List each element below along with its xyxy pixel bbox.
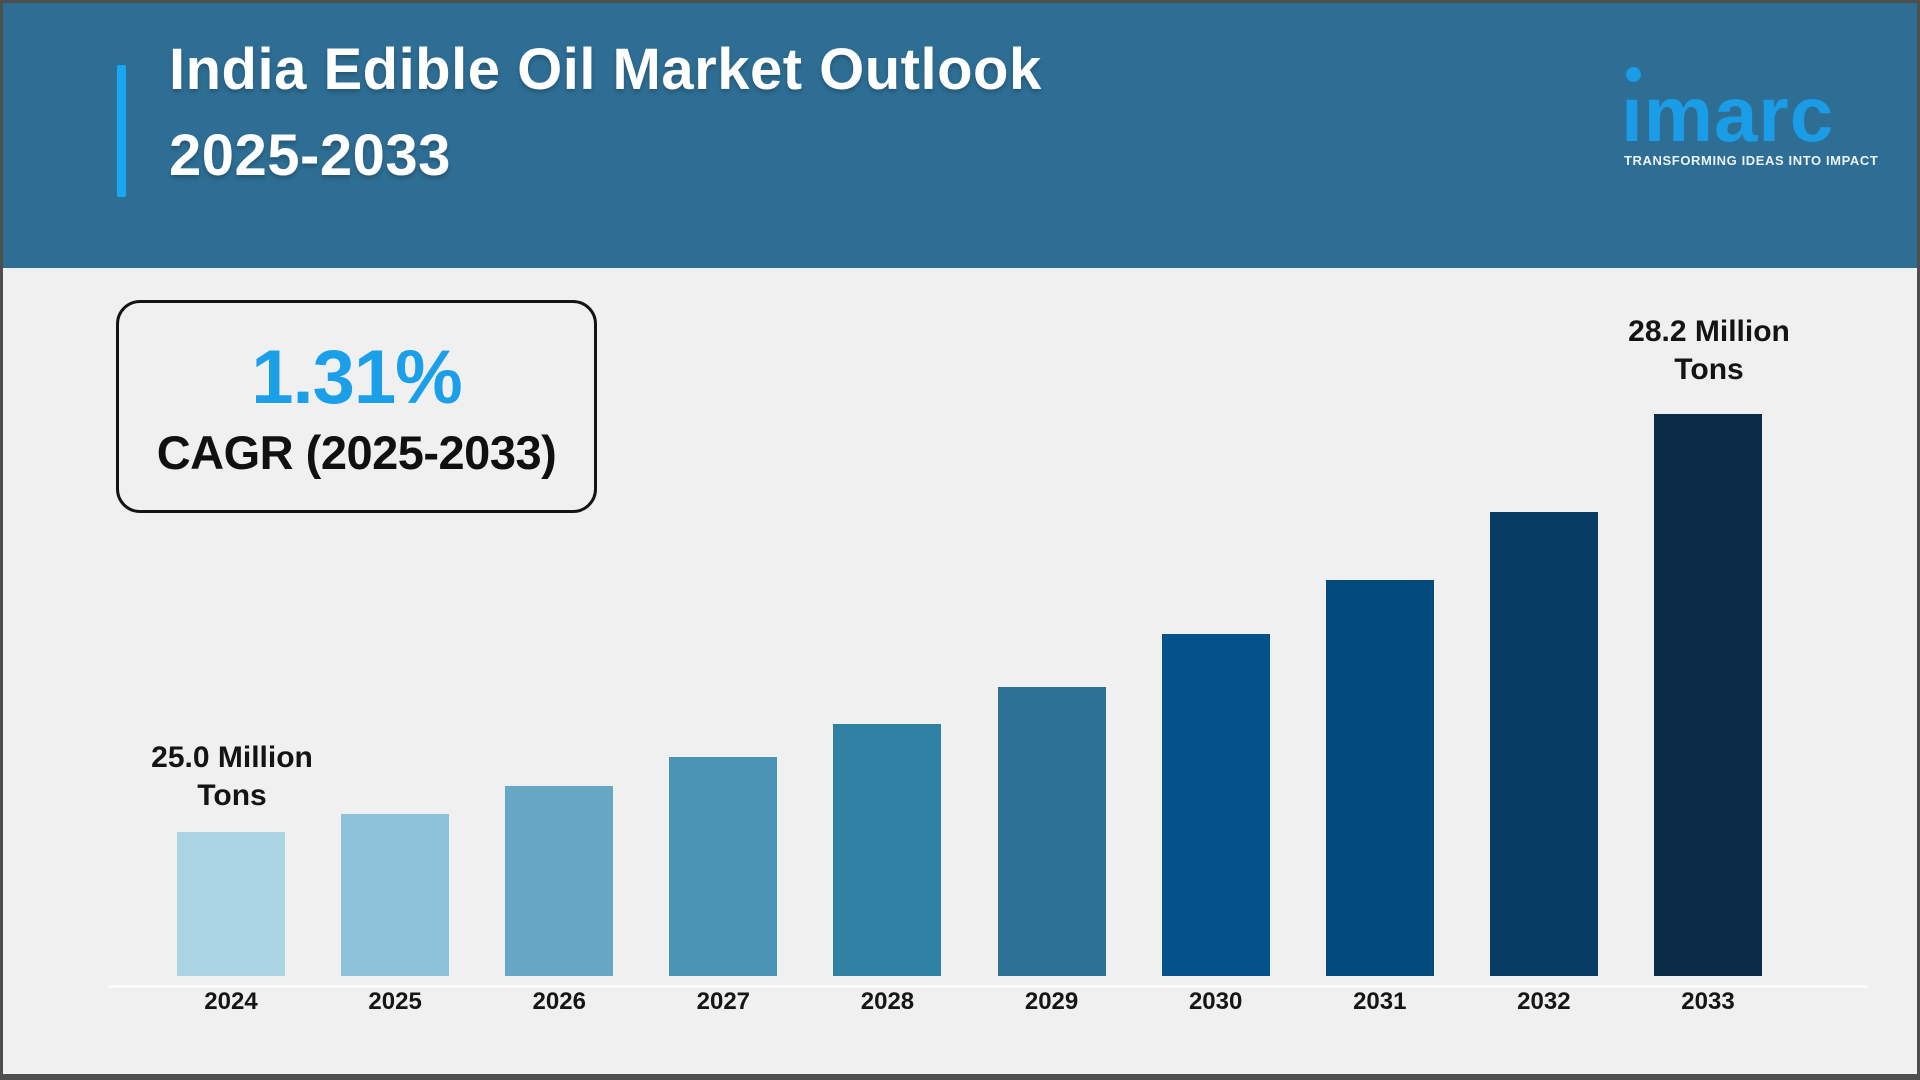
header: India Edible Oil Market Outlook 2025-203… [3, 3, 1917, 268]
page-title-line2: 2025-2033 [169, 122, 451, 188]
bar-column-2029 [997, 687, 1106, 976]
page-title: India Edible Oil Market Outlook 2025-203… [169, 27, 1042, 199]
bar-column-2028 [833, 724, 942, 976]
x-tick-label-2024: 2024 [204, 988, 258, 1015]
x-axis-line [108, 985, 1868, 988]
bar-column-2025 [341, 814, 450, 976]
x-tick-label-2031: 2031 [1353, 988, 1407, 1015]
last-bar-value-line1: 28.2 Million [1628, 315, 1790, 348]
bar-column-2031 [1325, 580, 1434, 976]
cagr-value: 1.31% [251, 334, 462, 420]
logo-wordmark: ımarc [1621, 70, 1835, 158]
bar-2029: 2029 [997, 687, 1106, 1015]
logo-tagline: TRANSFORMING IDEAS INTO IMPACT [1624, 153, 1879, 168]
last-bar-value-line2: Tons [1674, 352, 1744, 386]
x-tick-label-2028: 2028 [860, 988, 915, 1015]
last-bar-value-label: 28.2 Million Tons [1628, 313, 1790, 388]
bar-2024: 2024 [177, 832, 285, 1015]
x-tick-label-2026: 2026 [532, 988, 586, 1015]
bar-2025: 2025 [341, 814, 450, 1015]
x-tick-label-2032: 2032 [1517, 988, 1571, 1015]
x-tick-label-2027: 2027 [696, 988, 751, 1015]
x-tick-label-2030: 2030 [1188, 988, 1243, 1015]
x-tick-label-2033: 2033 [1681, 988, 1735, 1015]
bar-column-2024 [177, 832, 285, 976]
bar-2031: 2031 [1325, 580, 1434, 1015]
bar-2032: 2032 [1489, 512, 1598, 1015]
bar-2026: 2026 [505, 786, 614, 1015]
bar-2033: 2033 [1653, 414, 1762, 1015]
first-bar-value-line1: 25.0 Million [151, 741, 313, 774]
cagr-label: CAGR (2025-2033) [156, 425, 557, 479]
x-tick-label-2025: 2025 [368, 988, 422, 1015]
bar-column-2030 [1161, 634, 1270, 976]
bar-column-2033 [1653, 414, 1762, 976]
bar-column-2027 [669, 757, 778, 976]
first-bar-value-line2: Tons [197, 778, 267, 812]
x-tick-label-2029: 2029 [1024, 988, 1079, 1015]
bar-column-2026 [505, 786, 614, 976]
bar-2028: 2028 [833, 724, 942, 1015]
first-bar-value-label: 25.0 Million Tons [151, 739, 313, 814]
page-title-line1: India Edible Oil Market Outlook [169, 37, 1042, 102]
cagr-highlight-box: 1.31% CAGR (2025-2033) [116, 300, 597, 513]
title-accent-bar [117, 65, 126, 197]
bar-chart: 2024 2025 2026 2027 2028 2029 2030 2031 2032 2033 [177, 414, 1762, 1015]
bar-column-2032 [1489, 512, 1598, 976]
logo-i-dot-icon [1626, 67, 1641, 82]
bar-2027: 2027 [669, 757, 778, 1015]
bar-2030: 2030 [1161, 634, 1270, 1015]
